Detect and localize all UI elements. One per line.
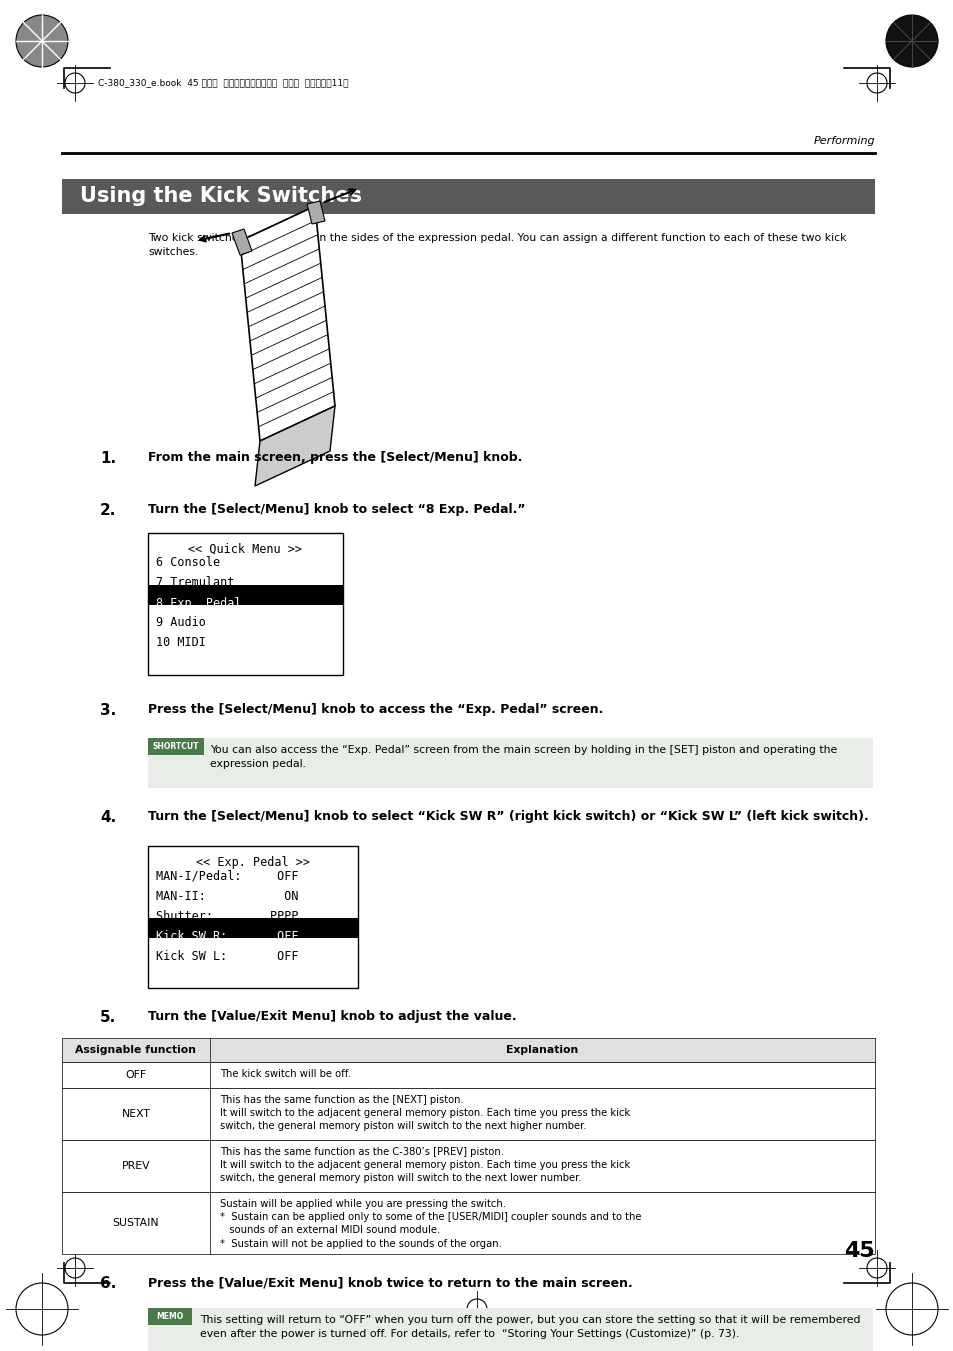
Text: MEMO: MEMO [156,1312,183,1321]
Text: This has the same function as the [NEXT] piston.
It will switch to the adjacent : This has the same function as the [NEXT]… [220,1096,630,1131]
Text: 2.: 2. [100,503,116,517]
Bar [148,1308,192,1325]
Text: Kick SW L:       OFF: Kick SW L: OFF [156,950,298,962]
Bar [148,1308,872,1351]
Text: 1.: 1. [100,451,116,466]
Text: 6.: 6. [100,1275,116,1292]
Bar [148,738,872,788]
Text: 5.: 5. [100,1011,116,1025]
Bar [148,917,357,938]
Text: 4.: 4. [100,811,116,825]
Bar [62,1192,874,1254]
Bar [148,534,343,676]
Bar [62,178,874,213]
Text: This setting will return to “OFF” when you turn off the power, but you can store: This setting will return to “OFF” when y… [200,1315,860,1339]
Text: Shutter:        PPPP: Shutter: PPPP [156,909,298,923]
Bar [148,585,343,605]
Text: C-380_330_e.book  45 ページ  ２０１０年４月２８日  水曜日  午後１０時11分: C-380_330_e.book 45 ページ ２０１０年４月２８日 水曜日 午… [98,78,348,88]
Bar [148,738,204,755]
Text: Press the [Value/Exit Menu] knob twice to return to the main screen.: Press the [Value/Exit Menu] knob twice t… [148,1275,632,1289]
Text: The kick switch will be off.: The kick switch will be off. [220,1069,351,1079]
Text: You can also access the “Exp. Pedal” screen from the main screen by holding in t: You can also access the “Exp. Pedal” scr… [210,744,837,769]
Text: PREV: PREV [122,1161,151,1171]
Circle shape [885,15,937,68]
Text: << Quick Menu >>: << Quick Menu >> [189,543,302,557]
Polygon shape [232,230,252,255]
Bar [62,1088,874,1140]
Text: 45: 45 [843,1242,874,1260]
Bar [148,846,357,988]
Text: Turn the [Value/Exit Menu] knob to adjust the value.: Turn the [Value/Exit Menu] knob to adjus… [148,1011,517,1023]
Text: 10 MIDI: 10 MIDI [156,636,206,650]
Bar [62,1140,874,1192]
Text: Turn the [Select/Menu] knob to select “8 Exp. Pedal.”: Turn the [Select/Menu] knob to select “8… [148,503,525,516]
Text: Using the Kick Switches: Using the Kick Switches [80,186,361,207]
Polygon shape [240,205,335,440]
Polygon shape [307,201,325,224]
Text: Performing: Performing [813,136,874,146]
Text: From the main screen, press the [Select/Menu] knob.: From the main screen, press the [Select/… [148,451,522,463]
Text: 8 Exp. Pedal: 8 Exp. Pedal [156,597,241,609]
Text: MAN-I/Pedal:     OFF: MAN-I/Pedal: OFF [156,870,298,882]
Text: Kick SW R:       OFF: Kick SW R: OFF [156,929,298,943]
Text: 7 Tremulant: 7 Tremulant [156,577,234,589]
Bar [62,1038,874,1062]
Text: MAN-II:           ON: MAN-II: ON [156,889,298,902]
Text: SHORTCUT: SHORTCUT [152,742,199,751]
Text: Two kick switches are located on the sides of the expression pedal. You can assi: Two kick switches are located on the sid… [148,232,845,257]
Circle shape [16,15,68,68]
Text: Assignable function: Assignable function [75,1046,196,1055]
Text: SUSTAIN: SUSTAIN [112,1219,159,1228]
Polygon shape [254,407,335,486]
Text: 9 Audio: 9 Audio [156,616,206,630]
Text: This has the same function as the C-380’s [PREV] piston.
It will switch to the a: This has the same function as the C-380’… [220,1147,630,1183]
Bar [62,1062,874,1088]
Text: Sustain will be applied while you are pressing the switch.
*  Sustain can be app: Sustain will be applied while you are pr… [220,1198,640,1248]
Text: NEXT: NEXT [121,1109,151,1119]
Text: 6 Console: 6 Console [156,557,220,570]
Text: Press the [Select/Menu] knob to access the “Exp. Pedal” screen.: Press the [Select/Menu] knob to access t… [148,703,602,716]
Text: OFF: OFF [125,1070,147,1079]
Text: Explanation: Explanation [506,1046,578,1055]
Text: Turn the [Select/Menu] knob to select “Kick SW R” (right kick switch) or “Kick S: Turn the [Select/Menu] knob to select “K… [148,811,868,823]
Text: 3.: 3. [100,703,116,717]
Text: << Exp. Pedal >>: << Exp. Pedal >> [195,857,310,869]
